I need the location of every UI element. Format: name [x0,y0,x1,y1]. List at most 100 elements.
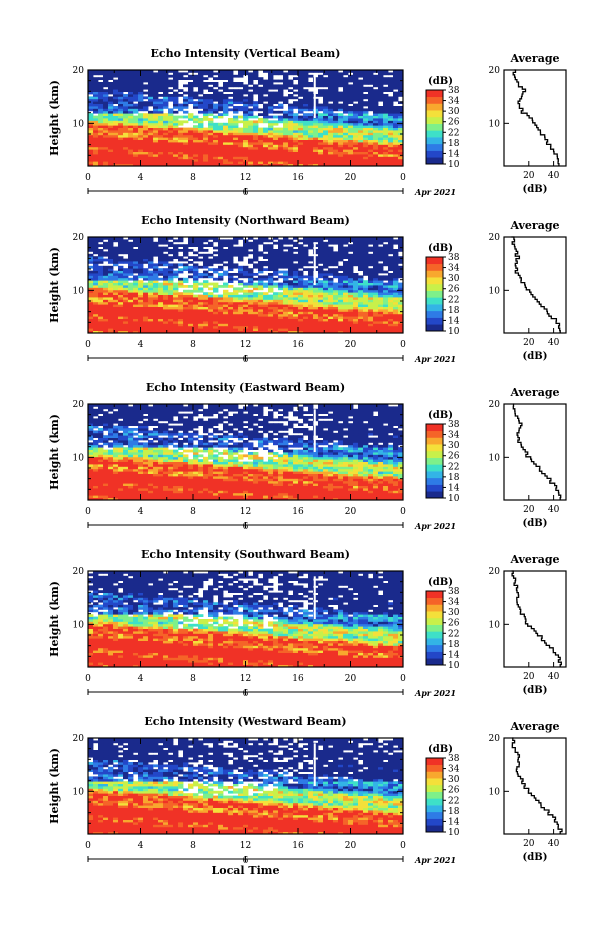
heatmap-cell [113,115,119,119]
heatmap-cell [108,316,114,319]
heatmap-cell [268,280,274,283]
heatmap-cell [93,263,99,267]
heatmap-cell [353,146,359,150]
heatmap-cell [278,91,284,95]
heatmap-cell [343,120,349,124]
heatmap-cell [193,297,199,300]
heatmap-cell [303,325,309,329]
heatmap-cell [298,161,304,164]
heatmap-cell [158,270,164,274]
heatmap-cell [208,134,214,138]
heatmap-cell [133,306,139,310]
heatmap-cell [348,130,354,133]
heatmap-cell [283,304,289,307]
heatmap-cell [168,125,174,128]
colorbar-swatch [426,123,443,131]
heatmap-cell [338,106,344,109]
heatmap-cell [323,237,329,240]
heatmap-cell [103,74,109,78]
heatmap-cell [133,137,139,140]
heatmap-cell [203,139,209,143]
heatmap-cell [128,304,134,307]
heatmap-cell [138,253,144,257]
heatmap-cell [153,82,159,85]
heatmap-cell [378,497,384,501]
heatmap-cell [363,289,369,293]
heatmap-cell [128,497,134,501]
heatmap-cell [378,294,384,298]
heatmap-cell [353,253,359,257]
heatmap-cell [103,495,109,498]
heatmap-cell [213,287,219,291]
heatmap-cell [248,134,254,138]
heatmap-cell [238,139,244,143]
heatmap-cell [228,299,234,303]
heatmap-cell [383,275,389,279]
heatmap-cell [393,294,399,298]
heatmap-cell [128,306,134,310]
heatmap-cell [343,127,349,131]
heatmap-cell [228,258,234,262]
heatmap-cell [148,313,154,317]
heatmap-cell [373,96,379,100]
heatmap-cell [128,488,134,491]
heatmap-cell [183,304,189,307]
heatmap-cell [103,304,109,307]
heatmap-cell [358,79,364,83]
heatmap-cell [243,275,249,279]
heatmap-cell [198,306,204,310]
heatmap-cell [293,280,299,283]
heatmap-cell [318,285,324,288]
heatmap-cell [153,130,159,133]
heatmap-cell [218,294,224,298]
heatmap-cell [233,237,239,240]
heatmap-cell [343,318,349,322]
heatmap-cell [183,120,189,124]
heatmap-cell [193,106,199,109]
heatmap-cell [373,84,379,88]
heatmap-cell [388,122,394,126]
heatmap-cell [223,321,229,324]
heatmap-cell [298,89,304,92]
heatmap-cell [258,132,264,136]
heatmap-cell [308,282,314,286]
heatmap-cell [283,330,289,334]
heatmap-cell [108,241,114,245]
heatmap-cell [128,323,134,327]
heatmap-cell [178,325,184,329]
heatmap-cell [358,292,364,295]
heatmap-cell [188,77,194,80]
heatmap-cell [243,321,249,324]
heatmap-cell [123,132,129,136]
heatmap-cell [268,313,274,317]
heatmap-cell [168,297,174,300]
heatmap-cell [313,292,319,295]
heatmap-cell [298,101,304,104]
heatmap-cell [108,251,114,255]
heatmap-cell [323,110,329,114]
heatmap-cell [398,120,404,124]
heatmap-cell [228,330,234,334]
heatmap-cell [283,110,289,114]
heatmap-cell [193,127,199,131]
heatmap-cell [178,313,184,317]
heatmap-cell [163,74,169,78]
heatmap-cell [353,110,359,114]
heatmap-cell [318,241,324,245]
heatmap-cell [183,492,189,496]
heatmap-cell [118,154,124,157]
heatmap-cell [143,277,149,281]
heatmap-cell [348,79,354,83]
heatmap-cell [323,151,329,155]
heatmap-cell [113,156,119,160]
heatmap-cell [153,86,159,90]
heatmap-cell [203,163,209,167]
heatmap-cell [378,488,384,491]
heatmap-cell [283,313,289,317]
heatmap-cell [353,321,359,324]
heatmap-cell [378,106,384,109]
heatmap-cell [88,120,94,124]
heatmap-cell [298,253,304,257]
heatmap-cell [358,161,364,164]
heatmap-cell [143,285,149,288]
